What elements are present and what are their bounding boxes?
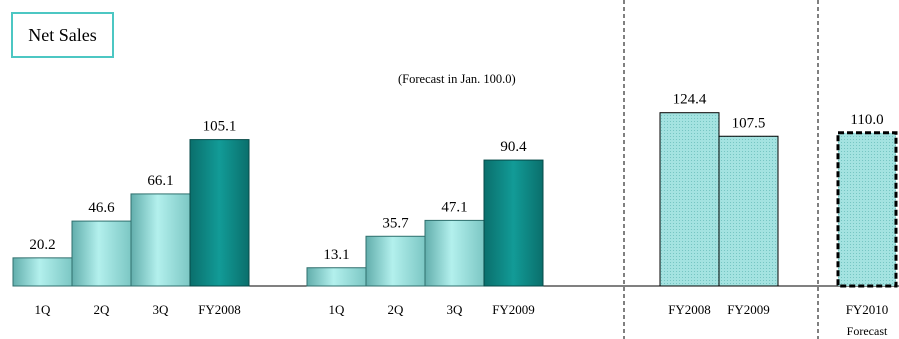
data-label: 20.2 [29,237,55,253]
bar-marks [12,112,898,288]
data-label: 35.7 [382,215,409,231]
data-label: 47.1 [441,199,467,215]
category-label: 1Q [329,302,346,317]
category-label: FY2009 [727,302,770,317]
category-label: 3Q [153,302,170,317]
bar-3q-g1 [130,193,191,287]
category-label: 2Q [94,302,111,317]
data-label: 13.1 [323,247,349,263]
category-label: FY2009 [492,302,535,317]
group-separators [623,0,819,339]
data-label: 124.4 [673,92,707,108]
data-label: 90.4 [500,139,527,155]
category-label: 3Q [447,302,464,317]
bar-fy2008-g3 [659,112,720,287]
category-label: 1Q [35,302,52,317]
forecast-annotation: (Forecast in Jan. 100.0) [398,72,516,86]
category-label: FY2008 [668,302,711,317]
bar-fy2009-g2 [483,159,544,287]
data-label: 110.0 [850,112,883,128]
data-labels: 20.2 46.6 66.1 105.1 13.1 35.7 47.1 90.4 124.4 10… [29,92,883,263]
category-label: 2Q [388,302,405,317]
data-label: 107.5 [732,115,766,131]
bar-fy2008-g1 [189,139,250,287]
forecast-sublabel: Forecast [847,324,888,338]
data-label: 66.1 [147,173,173,189]
bar-2q-g2 [365,235,426,287]
data-label: 46.6 [88,200,115,216]
bar-fy2010-g4 [836,131,898,288]
data-label: 105.1 [203,119,237,135]
chart-title: Net Sales [11,12,114,58]
category-label: FY2010 [846,302,889,317]
category-labels: 1Q 2Q 3Q FY2008 1Q 2Q 3Q FY2009 FY2008 FY2009 FY20… [35,302,889,338]
bar-2q-g1 [71,220,132,287]
bar-1q-g2 [306,267,367,287]
bar-1q-g1 [12,257,73,287]
bar-3q-g2 [424,219,485,287]
bar-fy2009-g3 [718,135,779,287]
category-label: FY2008 [198,302,241,317]
